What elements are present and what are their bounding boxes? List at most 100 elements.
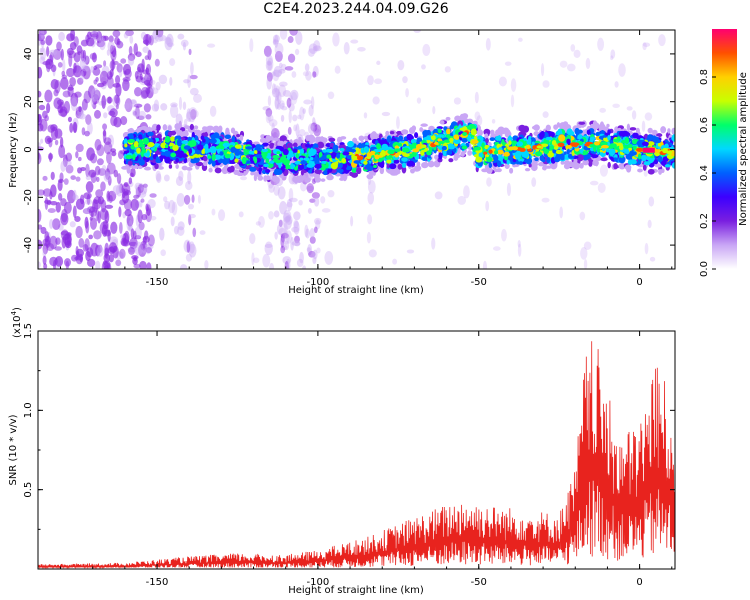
heatmap-noise-cell	[169, 58, 176, 66]
heatmap-noise-cell	[40, 138, 44, 144]
heatmap-ridge-cell	[207, 155, 212, 159]
heatmap-noise-cell	[38, 224, 43, 230]
heatmap-noise-cell	[305, 228, 310, 239]
heatmap-noise-cell	[42, 188, 52, 197]
heatmap-noise-cell	[43, 263, 48, 269]
heatmap-noise-cell	[304, 63, 310, 72]
heatmap-noise-cell	[306, 247, 311, 253]
heatmap-noise-cell	[350, 215, 354, 227]
heatmap-ridge-cell	[438, 152, 443, 160]
heatmap-ridge-cell	[629, 150, 635, 157]
heatmap-ridge-cell	[566, 148, 570, 155]
heatmap-noise-cell	[293, 124, 297, 132]
heatmap-ridge-cell	[202, 155, 208, 162]
heatmap-noise-cell	[40, 39, 46, 45]
heatmap-noise-cell	[251, 252, 255, 266]
heatmap-noise-cell	[154, 58, 160, 67]
heatmap-ridge-cell	[609, 156, 614, 160]
heatmap-noise-cell	[154, 34, 164, 42]
heatmap-noise-cell	[310, 96, 315, 110]
heatmap-noise-cell	[302, 71, 309, 77]
colorbar-ticks: 0.00.20.40.60.8	[699, 69, 716, 277]
heatmap-ridge-cell	[125, 164, 129, 168]
heatmap-ridge-cell	[279, 156, 287, 163]
heatmap-noise-cell	[95, 260, 101, 269]
heatmap-noise-cell	[289, 30, 298, 36]
heatmap-ridge-cell	[143, 152, 149, 157]
heatmap-noise-cell	[67, 86, 74, 91]
heatmap-noise-cell	[120, 58, 127, 64]
heatmap-ridge-cell	[541, 158, 546, 163]
heatmap-ridge-cell	[618, 156, 626, 164]
heatmap-noise-cell	[38, 33, 45, 42]
heatmap-noise-cell	[288, 187, 294, 202]
heatmap-noise-cell	[106, 96, 113, 104]
heatmap-ridge-cell	[495, 135, 502, 142]
heatmap-ridge-cell	[325, 162, 329, 169]
heatmap-noise-cell	[294, 241, 301, 247]
heatmap-noise-cell	[46, 102, 51, 114]
heatmap-noise-cell	[38, 261, 41, 269]
heatmap-noise-cell	[94, 139, 102, 151]
heatmap-ridge-cell	[336, 168, 344, 174]
heatmap-ridge-cell	[402, 153, 410, 157]
heatmap-noise-cell	[197, 194, 201, 204]
heatmap-noise-cell	[61, 70, 66, 77]
heatmap-ridge-cell	[214, 167, 222, 174]
heatmap-noise-cell	[296, 258, 304, 268]
heatmap-ridge-cell	[202, 126, 208, 131]
heatmap-noise-cell	[599, 107, 607, 113]
heatmap-noise-cell	[280, 245, 286, 254]
heatmap-ridge-cell	[470, 128, 477, 136]
heatmap-noise-cell	[559, 206, 564, 219]
heatmap-noise-cell	[142, 183, 148, 188]
heatmap-noise-cell	[267, 57, 274, 71]
heatmap-noise-cell	[103, 253, 111, 263]
heatmap-noise-cell	[277, 91, 282, 105]
heatmap-ridge-cell	[263, 155, 267, 160]
heatmap-ridge-cell	[156, 124, 161, 131]
heatmap-noise-cell	[92, 102, 97, 110]
heatmap-noise-cell	[320, 196, 326, 204]
heatmap-ridge-cell	[503, 151, 510, 157]
heatmap-ridge-cell	[329, 142, 335, 149]
heatmap-ridge-cell	[193, 125, 199, 130]
heatmap-noise-cell	[118, 65, 123, 78]
heatmap-noise-cell	[177, 226, 185, 236]
heatmap-noise-cell	[122, 63, 132, 76]
heatmap-ridge-cell	[582, 159, 589, 166]
heatmap-noise-cell	[209, 105, 217, 117]
heatmap-noise-cell	[67, 84, 74, 98]
heatmap-noise-cell	[279, 100, 285, 110]
heatmap-ridge-cell	[176, 138, 182, 147]
heatmap-noise-cell	[570, 44, 576, 52]
heatmap-noise-cell	[491, 118, 496, 124]
heatmap-noise-cell	[122, 79, 130, 92]
heatmap-ridge-cell	[261, 148, 268, 153]
heatmap-noise-cell	[145, 203, 149, 212]
heatmap-noise-cell	[324, 250, 334, 265]
heatmap-ridge-cell	[607, 161, 611, 169]
heatmap-noise-cell	[75, 151, 79, 159]
heatmap-noise-cell	[285, 258, 291, 269]
heatmap-ridge-cell	[376, 143, 381, 151]
heatmap-noise-cell	[284, 66, 294, 71]
heatmap-noise-cell	[99, 70, 109, 85]
heatmap-noise-cell	[184, 194, 191, 205]
heatmap-ridge-cell	[224, 153, 231, 159]
heatmap-noise-cell	[84, 238, 90, 252]
heatmap-noise-cell	[321, 208, 331, 213]
heatmap-ridge-cell	[558, 134, 566, 142]
heatmap-ridge-core	[600, 144, 609, 149]
heatmap-noise-cell	[60, 77, 69, 90]
heatmap-ridge-cell	[358, 135, 365, 142]
heatmap-noise-cell	[474, 91, 479, 104]
heatmap-noise-cell	[626, 106, 633, 111]
heatmap-ridge-cell	[342, 151, 350, 156]
heatmap-noise-cell	[178, 96, 183, 110]
heatmap-noise-cell	[42, 175, 48, 181]
heatmap-ridge-cell	[671, 162, 675, 169]
heatmap-noise-cell	[115, 74, 121, 85]
heatmap-ridge-core	[525, 144, 531, 150]
heatmap-ridge-cell	[349, 171, 354, 176]
